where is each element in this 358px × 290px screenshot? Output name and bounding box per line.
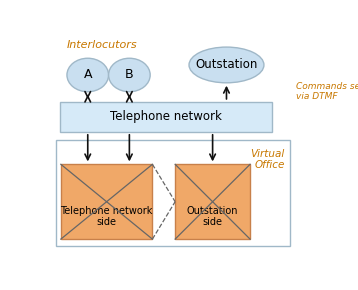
Text: Virtual
Office: Virtual Office (251, 149, 285, 170)
Ellipse shape (189, 47, 264, 83)
Ellipse shape (67, 58, 108, 92)
Text: Commands sent
via DTMF: Commands sent via DTMF (296, 82, 358, 102)
Bar (175, 164, 250, 239)
Ellipse shape (108, 58, 150, 92)
Bar (60, 102, 272, 132)
Text: Telephone network
side: Telephone network side (61, 206, 153, 227)
Text: Outstation: Outstation (195, 59, 258, 71)
Bar (56, 140, 290, 246)
Bar (61, 164, 153, 239)
Text: Interlocutors: Interlocutors (66, 40, 137, 50)
Text: Telephone network: Telephone network (110, 110, 222, 123)
Text: Outstation
side: Outstation side (187, 206, 238, 227)
Text: B: B (125, 68, 134, 81)
Text: A: A (83, 68, 92, 81)
